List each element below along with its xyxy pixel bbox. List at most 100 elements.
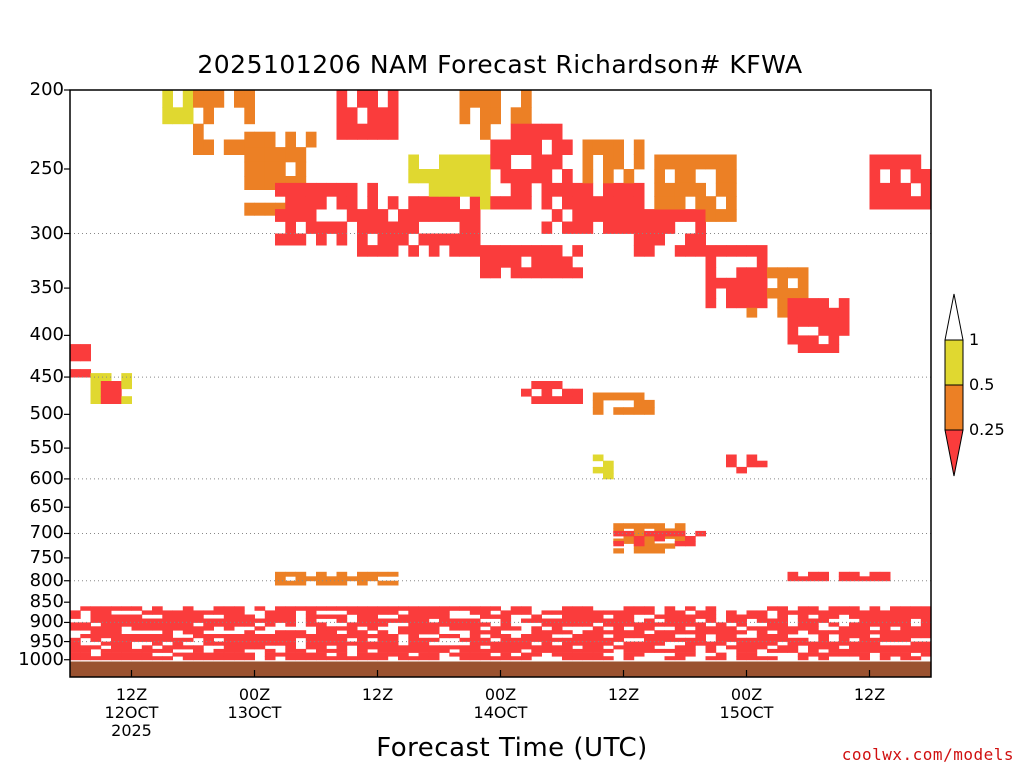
heatmap-cell bbox=[654, 622, 665, 627]
heatmap-cell bbox=[80, 648, 91, 653]
heatmap-cell bbox=[582, 196, 594, 210]
heatmap-cell bbox=[469, 90, 481, 108]
heatmap-cell bbox=[521, 610, 532, 615]
heatmap-cell bbox=[387, 648, 399, 653]
heatmap-cell bbox=[828, 317, 840, 327]
heatmap-cell bbox=[623, 610, 635, 615]
heatmap-cell bbox=[633, 209, 645, 222]
heatmap-cell bbox=[541, 396, 553, 404]
y-tick-label: 800 bbox=[29, 569, 64, 591]
heatmap-cell bbox=[808, 630, 819, 635]
heatmap-cell bbox=[346, 576, 358, 582]
heatmap-cell bbox=[234, 610, 245, 615]
heatmap-cell bbox=[305, 622, 317, 627]
heatmap-cell bbox=[90, 606, 102, 611]
heatmap-cell bbox=[787, 317, 799, 327]
heatmap-cell bbox=[828, 641, 840, 646]
heatmap-cell bbox=[797, 652, 809, 657]
heatmap-cell bbox=[828, 652, 840, 657]
heatmap-cell bbox=[551, 610, 563, 615]
heatmap-cell bbox=[408, 245, 419, 257]
heatmap-cell bbox=[808, 641, 819, 646]
heatmap-cell bbox=[213, 648, 225, 653]
heatmap-cell bbox=[654, 614, 665, 619]
heatmap-cell bbox=[203, 610, 214, 615]
heatmap-cell bbox=[326, 634, 337, 639]
heatmap-cell bbox=[736, 614, 747, 619]
heatmap-cell bbox=[900, 652, 911, 657]
heatmap-cell bbox=[510, 182, 522, 197]
heatmap-cell bbox=[182, 107, 194, 125]
heatmap-cell bbox=[490, 90, 501, 108]
heatmap-cell bbox=[531, 267, 542, 279]
heatmap-cell bbox=[890, 648, 901, 653]
heatmap-cell bbox=[838, 634, 850, 639]
heatmap-cell bbox=[162, 622, 173, 627]
heatmap-cell bbox=[900, 626, 911, 631]
heatmap-cell bbox=[562, 606, 573, 611]
heatmap-cell bbox=[223, 645, 235, 650]
heatmap-cell bbox=[244, 622, 255, 627]
heatmap-cell bbox=[203, 656, 214, 661]
heatmap-cell bbox=[223, 614, 235, 619]
heatmap-cell bbox=[746, 454, 758, 462]
heatmap-cell bbox=[818, 614, 829, 619]
heatmap-cell bbox=[531, 139, 542, 155]
heatmap-cell bbox=[131, 626, 143, 631]
heatmap-cell bbox=[336, 196, 348, 210]
heatmap-cell bbox=[213, 656, 225, 661]
heatmap-cell bbox=[510, 637, 522, 642]
heatmap-cell bbox=[521, 388, 532, 397]
heatmap-cell bbox=[305, 221, 317, 234]
heatmap-cell bbox=[490, 139, 501, 155]
heatmap-cell bbox=[551, 267, 563, 279]
heatmap-cell bbox=[623, 652, 635, 657]
heatmap-cell bbox=[859, 641, 870, 646]
heatmap-cell bbox=[777, 298, 788, 309]
heatmap-cell bbox=[234, 614, 245, 619]
heatmap-cell bbox=[818, 307, 829, 318]
heatmap-cell bbox=[521, 90, 532, 108]
heatmap-cell bbox=[480, 614, 491, 619]
heatmap-cell bbox=[387, 245, 399, 257]
heatmap-cell bbox=[469, 626, 481, 631]
heatmap-cell bbox=[121, 641, 132, 646]
heatmap-cell bbox=[613, 630, 624, 635]
heatmap-cell bbox=[346, 634, 358, 639]
heatmap-cell bbox=[654, 233, 665, 246]
heatmap-cell bbox=[141, 622, 153, 627]
site-credit[interactable]: coolwx.com/models bbox=[841, 745, 1014, 764]
heatmap-cell bbox=[203, 622, 214, 627]
heatmap-cell bbox=[490, 154, 501, 170]
heatmap-cell bbox=[592, 139, 604, 155]
heatmap-cell bbox=[490, 614, 501, 619]
heatmap-cell bbox=[613, 610, 624, 615]
heatmap-cell bbox=[849, 571, 860, 577]
heatmap-cell bbox=[695, 209, 706, 222]
heatmap-cell bbox=[326, 182, 337, 197]
heatmap-cell bbox=[644, 221, 655, 234]
heatmap-cell bbox=[305, 131, 317, 148]
heatmap-cell bbox=[838, 298, 850, 309]
heatmap-cell bbox=[695, 641, 706, 646]
heatmap-cell bbox=[859, 656, 870, 661]
heatmap-cell bbox=[674, 645, 686, 650]
heatmap-cell bbox=[818, 298, 829, 309]
heatmap-cell bbox=[890, 634, 901, 639]
heatmap-cell bbox=[336, 637, 348, 642]
heatmap-cell bbox=[644, 233, 655, 246]
heatmap-cell bbox=[869, 622, 881, 627]
heatmap-cell bbox=[162, 614, 173, 619]
heatmap-cell bbox=[521, 182, 532, 197]
heatmap-cell bbox=[316, 645, 327, 650]
heatmap-cell bbox=[623, 641, 635, 646]
heatmap-cell bbox=[346, 107, 358, 125]
heatmap-cell bbox=[582, 641, 594, 646]
heatmap-cell bbox=[910, 645, 922, 650]
heatmap-cell bbox=[510, 139, 522, 155]
heatmap-cell bbox=[398, 606, 409, 611]
heatmap-cell bbox=[705, 614, 717, 619]
heatmap-cell bbox=[244, 147, 255, 163]
heatmap-cell bbox=[715, 182, 727, 197]
heatmap-cell bbox=[869, 606, 881, 611]
